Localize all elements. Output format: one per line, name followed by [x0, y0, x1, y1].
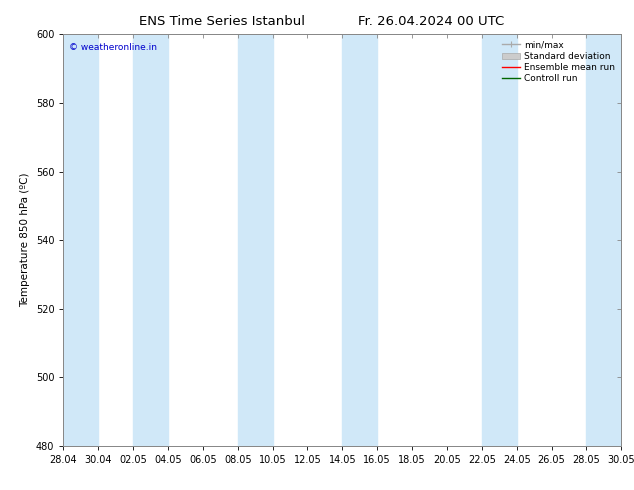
Bar [133, 34, 168, 446]
Bar [586, 34, 621, 446]
Text: ENS Time Series Istanbul: ENS Time Series Istanbul [139, 15, 305, 28]
Bar [342, 34, 377, 446]
Y-axis label: Temperature 850 hPa (ºC): Temperature 850 hPa (ºC) [20, 173, 30, 307]
Legend: min/max, Standard deviation, Ensemble mean run, Controll run: min/max, Standard deviation, Ensemble me… [500, 39, 617, 85]
Bar [63, 34, 98, 446]
Text: © weatheronline.in: © weatheronline.in [69, 43, 157, 51]
Text: Fr. 26.04.2024 00 UTC: Fr. 26.04.2024 00 UTC [358, 15, 504, 28]
Bar [238, 34, 273, 446]
Bar [482, 34, 517, 446]
